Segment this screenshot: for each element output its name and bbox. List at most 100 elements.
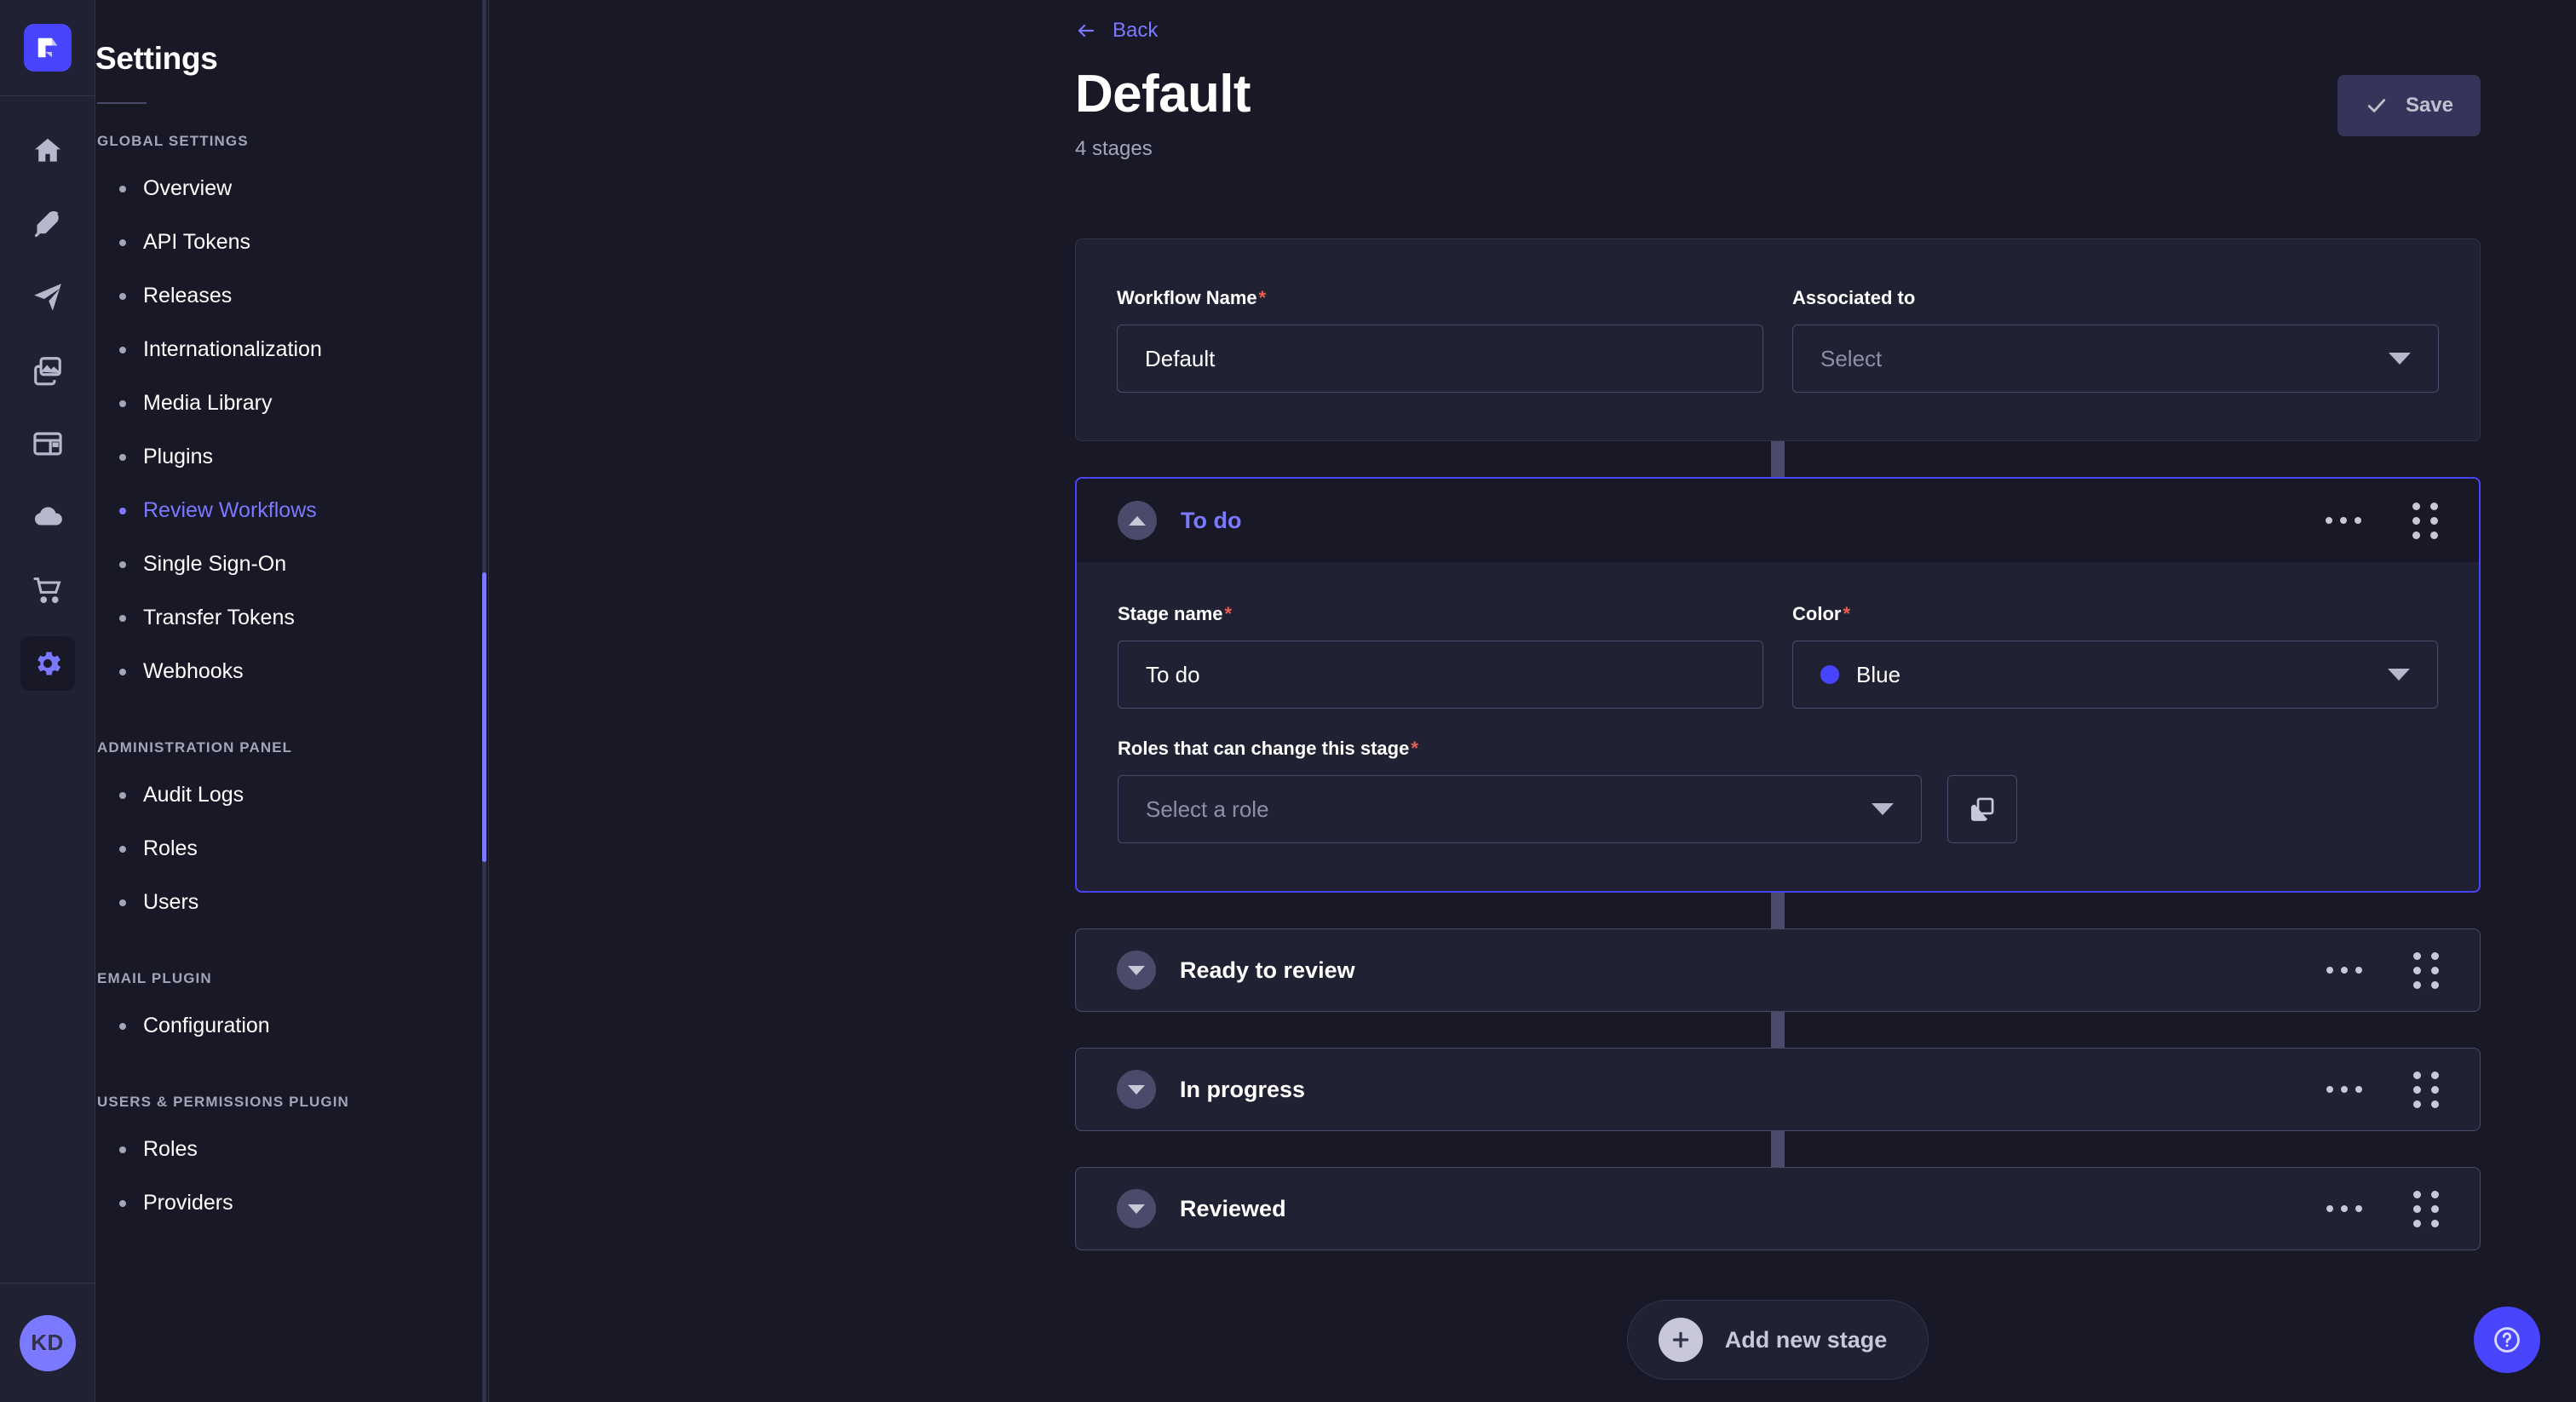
icon-rail: KD bbox=[0, 0, 95, 1402]
required-asterisk: * bbox=[1224, 603, 1233, 624]
stage-count-label: 4 stages bbox=[1075, 137, 1153, 161]
strapi-logo-glyph bbox=[37, 37, 57, 58]
cloud-icon[interactable] bbox=[20, 490, 75, 544]
bullet-icon bbox=[119, 668, 126, 675]
images-icon[interactable] bbox=[20, 343, 75, 398]
sidebar-item-single-sign-on[interactable]: Single Sign-On bbox=[95, 537, 447, 591]
required-asterisk: * bbox=[1258, 287, 1267, 308]
more-horizontal-icon[interactable] bbox=[2318, 958, 2371, 982]
more-horizontal-icon[interactable] bbox=[2317, 509, 2370, 532]
bullet-icon bbox=[119, 399, 126, 407]
stage-name-input[interactable]: To do bbox=[1118, 641, 1763, 709]
drag-handle-icon[interactable] bbox=[2406, 1065, 2446, 1115]
workflow-name-field: Workflow Name* Default bbox=[1117, 287, 1763, 393]
sidebar-section-list: GLOBAL SETTINGS Overview API Tokens Release… bbox=[95, 133, 447, 1230]
gear-icon[interactable] bbox=[20, 636, 75, 691]
color-value: Blue bbox=[1856, 661, 1901, 687]
bullet-icon bbox=[119, 791, 126, 799]
sidebar-item-internationalization[interactable]: Internationalization bbox=[95, 323, 447, 376]
sidebar-item-plugins[interactable]: Plugins bbox=[95, 430, 447, 484]
chevron-down-glyph bbox=[1128, 1084, 1145, 1095]
main-content: Back Default 4 stages Save Workflow Name… bbox=[489, 0, 2576, 1402]
back-link[interactable]: Back bbox=[1075, 19, 1158, 43]
duplicate-glyph bbox=[1970, 797, 1994, 821]
sidebar-item-providers[interactable]: Providers bbox=[95, 1176, 447, 1230]
sidebar-item-label: Configuration bbox=[143, 1014, 270, 1037]
sidebar-item-roles[interactable]: Roles bbox=[95, 822, 447, 876]
stage-color-label-text: Color bbox=[1792, 603, 1842, 624]
sidebar-item-users[interactable]: Users bbox=[95, 876, 447, 929]
sidebar-item-label: Users bbox=[143, 890, 199, 914]
sidebar-section-label: EMAIL PLUGIN bbox=[97, 970, 212, 986]
drag-handle-icon[interactable] bbox=[2406, 1184, 2446, 1234]
sidebar-item-roles[interactable]: Roles bbox=[95, 1123, 447, 1176]
help-button[interactable] bbox=[2474, 1307, 2540, 1373]
stage-connector bbox=[1771, 1131, 1785, 1167]
bullet-icon bbox=[119, 845, 126, 853]
layout-icon[interactable] bbox=[20, 417, 75, 471]
sidebar-item-overview[interactable]: Overview bbox=[95, 162, 447, 215]
associated-to-field: Associated to Select bbox=[1792, 287, 2439, 393]
sidebar-item-label: Overview bbox=[143, 176, 233, 200]
stage-card-collapsed[interactable]: Ready to review bbox=[1075, 928, 2481, 1012]
chevron-down-icon[interactable] bbox=[1117, 951, 1156, 990]
sidebar-item-webhooks[interactable]: Webhooks bbox=[95, 645, 447, 698]
sidebar-item-transfer-tokens[interactable]: Transfer Tokens bbox=[95, 591, 447, 645]
required-asterisk: * bbox=[1411, 738, 1418, 759]
drag-handle-icon[interactable] bbox=[2406, 496, 2445, 546]
save-button[interactable]: Save bbox=[2337, 75, 2481, 136]
stage-roles-select[interactable]: Select a role bbox=[1118, 775, 1922, 843]
sidebar-item-api-tokens[interactable]: API Tokens bbox=[95, 215, 447, 269]
stage-card-collapsed[interactable]: In progress bbox=[1075, 1048, 2481, 1131]
drag-handle-icon[interactable] bbox=[2406, 945, 2446, 996]
sidebar-item-configuration[interactable]: Configuration bbox=[95, 999, 447, 1053]
chevron-up-icon[interactable] bbox=[1118, 501, 1157, 540]
plus-icon bbox=[1658, 1318, 1703, 1362]
duplicate-icon[interactable] bbox=[1947, 775, 2017, 843]
associated-to-select[interactable]: Select bbox=[1792, 325, 2439, 393]
question-mark-icon bbox=[2494, 1327, 2520, 1353]
chevron-down-icon[interactable] bbox=[1117, 1189, 1156, 1228]
strapi-logo-icon[interactable] bbox=[23, 24, 72, 72]
stage-connector bbox=[1771, 1012, 1785, 1048]
add-stage-row: Add new stage bbox=[1075, 1300, 2481, 1380]
home-icon[interactable] bbox=[20, 124, 75, 178]
stage-header-actions bbox=[2318, 945, 2446, 996]
color-value-wrap: Blue bbox=[1820, 662, 1900, 688]
more-horizontal-icon[interactable] bbox=[2318, 1077, 2371, 1101]
stage-title: Reviewed bbox=[1180, 1195, 1286, 1221]
stage-card-collapsed[interactable]: Reviewed bbox=[1075, 1167, 2481, 1250]
sidebar-item-label: Review Workflows bbox=[143, 498, 317, 522]
sidebar-item-label: Releases bbox=[143, 284, 233, 307]
associated-to-placeholder: Select bbox=[1820, 345, 1883, 371]
settings-sidebar: Settings GLOBAL SETTINGS Overview API Toke… bbox=[95, 0, 489, 1402]
bullet-icon bbox=[119, 292, 126, 300]
stage-header-actions bbox=[2318, 1065, 2446, 1115]
sidebar-item-review-workflows[interactable]: Review Workflows bbox=[95, 484, 447, 537]
bullet-icon bbox=[119, 185, 126, 192]
shopping-cart-icon[interactable] bbox=[20, 563, 75, 618]
sidebar-item-releases[interactable]: Releases bbox=[95, 269, 447, 323]
rail-footer: KD bbox=[0, 1283, 95, 1402]
paper-plane-icon[interactable] bbox=[20, 270, 75, 325]
sidebar-item-label: API Tokens bbox=[143, 230, 251, 254]
add-new-stage-button[interactable]: Add new stage bbox=[1626, 1300, 1929, 1380]
sidebar-item-label: Single Sign-On bbox=[143, 552, 287, 576]
stage-color-select[interactable]: Blue bbox=[1792, 641, 2438, 709]
stage-header[interactable]: To do bbox=[1077, 479, 2479, 562]
sidebar-item-audit-logs[interactable]: Audit Logs bbox=[95, 768, 447, 822]
chevron-down-icon[interactable] bbox=[1117, 1070, 1156, 1109]
sidebar-item-media-library[interactable]: Media Library bbox=[95, 376, 447, 430]
avatar[interactable]: KD bbox=[19, 1314, 76, 1371]
bullet-icon bbox=[119, 1146, 126, 1153]
arrow-left-icon bbox=[1078, 24, 1095, 37]
stage-title: Ready to review bbox=[1180, 957, 1355, 983]
workflow-name-input[interactable]: Default bbox=[1117, 325, 1763, 393]
feather-icon[interactable] bbox=[20, 197, 75, 251]
stage-title: To do bbox=[1181, 507, 1242, 533]
bullet-icon bbox=[119, 507, 126, 514]
sidebar-scrollbar-thumb[interactable] bbox=[482, 572, 486, 862]
more-horizontal-icon[interactable] bbox=[2318, 1197, 2371, 1221]
divider bbox=[97, 102, 147, 104]
